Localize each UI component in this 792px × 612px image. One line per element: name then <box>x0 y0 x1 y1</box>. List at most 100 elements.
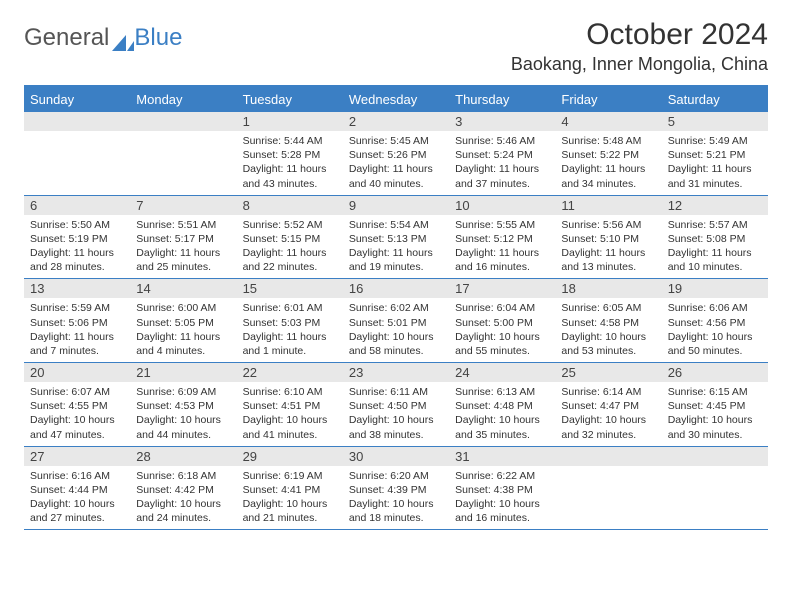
sunset-text: Sunset: 5:10 PM <box>561 232 655 246</box>
sunset-text: Sunset: 4:50 PM <box>349 399 443 413</box>
day-body: Sunrise: 5:55 AMSunset: 5:12 PMDaylight:… <box>449 215 555 279</box>
sunrise-text: Sunrise: 6:04 AM <box>455 301 549 315</box>
sunset-text: Sunset: 4:44 PM <box>30 483 124 497</box>
day-body: Sunrise: 6:05 AMSunset: 4:58 PMDaylight:… <box>555 298 661 362</box>
sunrise-text: Sunrise: 5:52 AM <box>243 218 337 232</box>
day-cell: 29Sunrise: 6:19 AMSunset: 4:41 PMDayligh… <box>237 447 343 530</box>
daylight-text: Daylight: 11 hours and 34 minutes. <box>561 162 655 190</box>
day-number: 1 <box>237 112 343 131</box>
day-cell: 22Sunrise: 6:10 AMSunset: 4:51 PMDayligh… <box>237 363 343 446</box>
day-body: Sunrise: 5:44 AMSunset: 5:28 PMDaylight:… <box>237 131 343 195</box>
sunrise-text: Sunrise: 5:55 AM <box>455 218 549 232</box>
dow-monday: Monday <box>130 87 236 112</box>
sunrise-text: Sunrise: 6:10 AM <box>243 385 337 399</box>
day-number: 24 <box>449 363 555 382</box>
day-body: Sunrise: 6:07 AMSunset: 4:55 PMDaylight:… <box>24 382 130 446</box>
sunset-text: Sunset: 5:17 PM <box>136 232 230 246</box>
daylight-text: Daylight: 11 hours and 37 minutes. <box>455 162 549 190</box>
week-row: 6Sunrise: 5:50 AMSunset: 5:19 PMDaylight… <box>24 196 768 280</box>
brand-sail-icon <box>112 30 134 46</box>
day-cell: 7 Sunrise: 5:51 AMSunset: 5:17 PMDaylight… <box>130 196 236 279</box>
sunset-text: Sunset: 5:06 PM <box>30 316 124 330</box>
sunrise-text: Sunrise: 6:09 AM <box>136 385 230 399</box>
day-cell: 13Sunrise: 5:59 AMSunset: 5:06 PMDayligh… <box>24 279 130 362</box>
sunrise-text: Sunrise: 5:44 AM <box>243 134 337 148</box>
day-number: 26 <box>662 363 768 382</box>
day-number: 30 <box>343 447 449 466</box>
daylight-text: Daylight: 10 hours and 24 minutes. <box>136 497 230 525</box>
day-cell: 27Sunrise: 6:16 AMSunset: 4:44 PMDayligh… <box>24 447 130 530</box>
day-body: Sunrise: 5:45 AMSunset: 5:26 PMDaylight:… <box>343 131 449 195</box>
day-number: 19 <box>662 279 768 298</box>
sunrise-text: Sunrise: 6:14 AM <box>561 385 655 399</box>
daylight-text: Daylight: 10 hours and 21 minutes. <box>243 497 337 525</box>
day-number: 6 <box>24 196 130 215</box>
day-number: 14 <box>130 279 236 298</box>
day-cell: 25Sunrise: 6:14 AMSunset: 4:47 PMDayligh… <box>555 363 661 446</box>
day-cell: 24Sunrise: 6:13 AMSunset: 4:48 PMDayligh… <box>449 363 555 446</box>
day-cell: 19Sunrise: 6:06 AMSunset: 4:56 PMDayligh… <box>662 279 768 362</box>
sunset-text: Sunset: 4:41 PM <box>243 483 337 497</box>
daylight-text: Daylight: 10 hours and 47 minutes. <box>30 413 124 441</box>
day-number: 22 <box>237 363 343 382</box>
day-cell: 11Sunrise: 5:56 AMSunset: 5:10 PMDayligh… <box>555 196 661 279</box>
sunrise-text: Sunrise: 5:46 AM <box>455 134 549 148</box>
day-body: Sunrise: 5:56 AMSunset: 5:10 PMDaylight:… <box>555 215 661 279</box>
sunset-text: Sunset: 4:47 PM <box>561 399 655 413</box>
day-number: 7 <box>130 196 236 215</box>
day-number: 13 <box>24 279 130 298</box>
day-body: Sunrise: 6:02 AMSunset: 5:01 PMDaylight:… <box>343 298 449 362</box>
sunrise-text: Sunrise: 6:02 AM <box>349 301 443 315</box>
daylight-text: Daylight: 10 hours and 18 minutes. <box>349 497 443 525</box>
daylight-text: Daylight: 11 hours and 19 minutes. <box>349 246 443 274</box>
daylight-text: Daylight: 10 hours and 30 minutes. <box>668 413 762 441</box>
day-number: 28 <box>130 447 236 466</box>
day-number: 23 <box>343 363 449 382</box>
daylight-text: Daylight: 10 hours and 55 minutes. <box>455 330 549 358</box>
day-body: Sunrise: 5:52 AMSunset: 5:15 PMDaylight:… <box>237 215 343 279</box>
day-cell <box>24 112 130 195</box>
daylight-text: Daylight: 10 hours and 38 minutes. <box>349 413 443 441</box>
sunset-text: Sunset: 5:12 PM <box>455 232 549 246</box>
sunset-text: Sunset: 5:21 PM <box>668 148 762 162</box>
day-body: Sunrise: 6:10 AMSunset: 4:51 PMDaylight:… <box>237 382 343 446</box>
sunset-text: Sunset: 5:05 PM <box>136 316 230 330</box>
month-title: October 2024 <box>511 18 768 52</box>
sunset-text: Sunset: 4:56 PM <box>668 316 762 330</box>
day-cell: 10Sunrise: 5:55 AMSunset: 5:12 PMDayligh… <box>449 196 555 279</box>
weeks-container: 1Sunrise: 5:44 AMSunset: 5:28 PMDaylight… <box>24 112 768 530</box>
title-block: October 2024 Baokang, Inner Mongolia, Ch… <box>511 18 768 75</box>
day-body: Sunrise: 6:04 AMSunset: 5:00 PMDaylight:… <box>449 298 555 362</box>
day-number: 5 <box>662 112 768 131</box>
day-number: 12 <box>662 196 768 215</box>
daylight-text: Daylight: 11 hours and 16 minutes. <box>455 246 549 274</box>
daylight-text: Daylight: 10 hours and 32 minutes. <box>561 413 655 441</box>
header: General Blue October 2024 Baokang, Inner… <box>24 18 768 75</box>
day-number: 2 <box>343 112 449 131</box>
daylight-text: Daylight: 10 hours and 35 minutes. <box>455 413 549 441</box>
daylight-text: Daylight: 11 hours and 25 minutes. <box>136 246 230 274</box>
day-cell: 12Sunrise: 5:57 AMSunset: 5:08 PMDayligh… <box>662 196 768 279</box>
sunset-text: Sunset: 5:13 PM <box>349 232 443 246</box>
daylight-text: Daylight: 11 hours and 4 minutes. <box>136 330 230 358</box>
day-number: 8 <box>237 196 343 215</box>
day-number: 10 <box>449 196 555 215</box>
sunset-text: Sunset: 4:51 PM <box>243 399 337 413</box>
day-body: Sunrise: 5:59 AMSunset: 5:06 PMDaylight:… <box>24 298 130 362</box>
dow-sunday: Sunday <box>24 87 130 112</box>
sunrise-text: Sunrise: 6:18 AM <box>136 469 230 483</box>
daylight-text: Daylight: 10 hours and 53 minutes. <box>561 330 655 358</box>
day-number: 27 <box>24 447 130 466</box>
day-cell: 15Sunrise: 6:01 AMSunset: 5:03 PMDayligh… <box>237 279 343 362</box>
dow-thursday: Thursday <box>449 87 555 112</box>
sunrise-text: Sunrise: 6:15 AM <box>668 385 762 399</box>
day-body: Sunrise: 5:48 AMSunset: 5:22 PMDaylight:… <box>555 131 661 195</box>
day-cell: 20Sunrise: 6:07 AMSunset: 4:55 PMDayligh… <box>24 363 130 446</box>
sunset-text: Sunset: 4:48 PM <box>455 399 549 413</box>
week-row: 27Sunrise: 6:16 AMSunset: 4:44 PMDayligh… <box>24 447 768 531</box>
sunrise-text: Sunrise: 5:51 AM <box>136 218 230 232</box>
day-body: Sunrise: 6:11 AMSunset: 4:50 PMDaylight:… <box>343 382 449 446</box>
day-body: Sunrise: 5:50 AMSunset: 5:19 PMDaylight:… <box>24 215 130 279</box>
sunrise-text: Sunrise: 5:59 AM <box>30 301 124 315</box>
dow-friday: Friday <box>555 87 661 112</box>
